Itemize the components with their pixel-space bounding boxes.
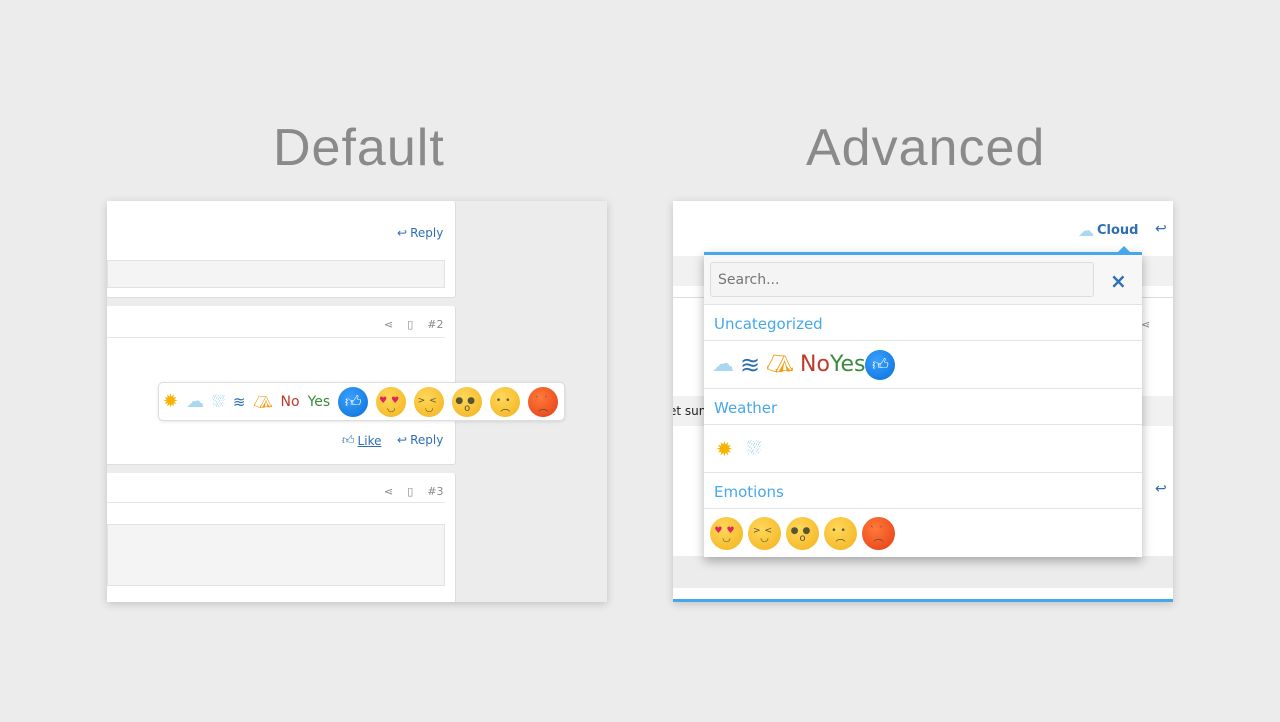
reply-icon[interactable]: ↩ xyxy=(1155,221,1167,237)
thumbs-up-icon[interactable]: 👍︎ xyxy=(865,349,896,380)
advanced-title: Advanced xyxy=(806,119,1046,177)
reaction-no[interactable]: No xyxy=(800,352,830,377)
reply-icon: ↩ xyxy=(397,226,408,240)
section-title: Weather xyxy=(704,389,1142,425)
share-icon[interactable]: ⋖ xyxy=(1141,318,1151,331)
popup-arrow xyxy=(1117,246,1131,253)
section-title: Uncategorized xyxy=(704,305,1142,341)
sad-icon[interactable]: •• ︵ xyxy=(490,386,521,417)
thumbs-up-icon[interactable]: 👍︎ xyxy=(338,386,369,417)
cloud-icon[interactable]: ☁ xyxy=(186,391,205,412)
reaction-yes[interactable]: Yes xyxy=(307,393,331,410)
laughing-icon[interactable]: >< ◡ xyxy=(748,516,781,550)
reply-box[interactable] xyxy=(107,524,445,586)
post-number[interactable]: #3 xyxy=(427,485,444,498)
share-icon[interactable]: ⋖ xyxy=(384,318,394,331)
post-number[interactable]: #2 xyxy=(427,318,444,331)
default-title: Default xyxy=(273,119,445,177)
surprised-icon[interactable]: ●● o xyxy=(452,386,483,417)
section-items: ♥♥ ◡ >< ◡ ●● o •• ︵ ˋˊ ︵ xyxy=(704,509,1142,557)
reply-button[interactable]: ↩ Reply xyxy=(397,433,444,447)
sun-icon[interactable]: ✹ xyxy=(716,436,733,461)
reply-box[interactable] xyxy=(107,260,445,288)
post-1: ↩ Reply xyxy=(107,201,456,298)
reaction-bar: ✹ ☁ ⛆ ≋ ⛺︎ No Yes 👍︎ ♥♥ ◡ >< ◡ ●● o •• ︵ ˋˊ ︵ xyxy=(158,382,565,421)
bookmark-icon[interactable]: ▯ xyxy=(407,485,414,498)
reply-icon: ↩ xyxy=(397,433,408,447)
reaction-yes[interactable]: Yes xyxy=(829,352,866,377)
sad-icon[interactable]: •• ︵ xyxy=(824,516,857,550)
post-3: ⋖ ▯ #3 xyxy=(107,473,456,602)
section-items: ✹ ⛆ xyxy=(704,425,1142,473)
tent-icon[interactable]: ⛺︎ xyxy=(766,352,795,377)
sun-icon[interactable]: ✹ xyxy=(163,391,179,412)
reply-button[interactable]: ↩ Reply xyxy=(397,226,444,240)
reply-icon[interactable]: ↩ xyxy=(1155,481,1167,497)
surprised-icon[interactable]: ●● o xyxy=(786,516,819,550)
cloud-icon[interactable]: ☁ xyxy=(712,352,734,377)
heart-eyes-icon[interactable]: ♥♥ ◡ xyxy=(710,516,743,550)
layers-icon[interactable]: ≋ xyxy=(232,392,246,411)
heart-eyes-icon[interactable]: ♥♥ ◡ xyxy=(376,386,407,417)
cloud-icon: ☁ xyxy=(1078,221,1094,240)
selected-reaction-button[interactable]: ☁ Cloud xyxy=(1078,221,1139,240)
bookmark-icon[interactable]: ▯ xyxy=(407,318,414,331)
layers-icon[interactable]: ≋ xyxy=(740,350,761,379)
like-button[interactable]: 👍︎ Like xyxy=(342,433,382,448)
rain-icon[interactable]: ⛆ xyxy=(746,438,762,459)
reaction-no[interactable]: No xyxy=(280,393,300,410)
close-icon[interactable]: × xyxy=(1110,269,1127,293)
thumbs-up-icon: 👍︎ xyxy=(342,433,355,447)
rain-icon[interactable]: ⛆ xyxy=(212,391,225,411)
section-title: Emotions xyxy=(704,473,1142,509)
reaction-picker: × Uncategorized ☁ ≋ ⛺︎ No Yes 👍︎ Weather… xyxy=(704,252,1142,557)
share-icon[interactable]: ⋖ xyxy=(384,485,394,498)
laughing-icon[interactable]: >< ◡ xyxy=(414,386,445,417)
angry-icon[interactable]: ˋˊ ︵ xyxy=(862,516,895,550)
post-text: et sun xyxy=(673,404,707,418)
tent-icon[interactable]: ⛺︎ xyxy=(253,392,273,411)
search-input[interactable] xyxy=(710,262,1094,297)
angry-icon[interactable]: ˋˊ ︵ xyxy=(528,386,559,417)
section-items: ☁ ≋ ⛺︎ No Yes 👍︎ xyxy=(704,341,1142,389)
